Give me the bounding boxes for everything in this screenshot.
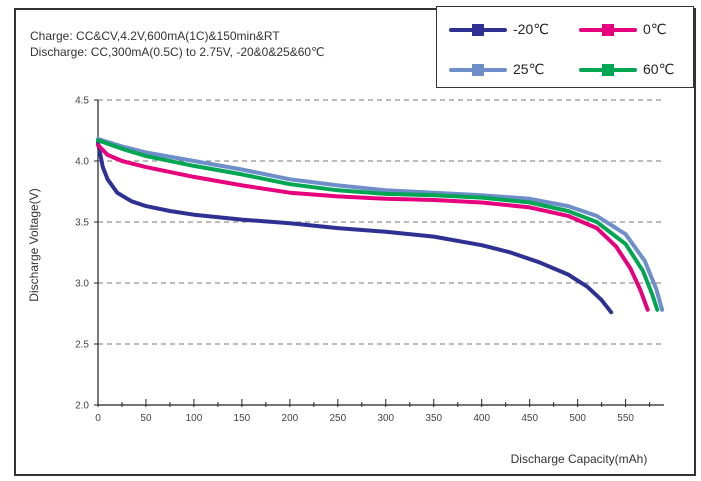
grid-layer (98, 99, 664, 345)
legend-label-25: 25℃ (513, 61, 545, 77)
y-tick-label-2: 3.0 (75, 279, 89, 290)
x-tick-label-0: 0 (95, 413, 101, 424)
x-tick-label-10: 500 (569, 413, 586, 424)
series-line-2 (96, 137, 665, 312)
x-tick-label-9: 450 (521, 413, 538, 424)
legend-swatch-minus20 (449, 23, 507, 36)
x-tick-label-2: 100 (186, 413, 203, 424)
series-line-0 (96, 140, 614, 315)
legend-label-minus20: -20℃ (513, 21, 549, 37)
series-layer (96, 137, 665, 315)
y-tick-label-5: 4.5 (75, 96, 89, 107)
x-axis-title: Discharge Capacity(mAh) (511, 452, 648, 466)
y-tick-label-3: 3.5 (75, 218, 89, 229)
x-tick-label-5: 250 (329, 413, 346, 424)
x-tick-label-4: 200 (282, 413, 299, 424)
series-line-1 (96, 143, 650, 312)
axis-layer: 2.0 2.5 3.0 3.5 4.0 4.5 0 50 100 150 200 250 300 350 4… (75, 96, 664, 424)
legend-item-60: 60℃ (579, 61, 674, 78)
legend-swatch-0 (579, 23, 637, 36)
x-tick-label-11: 550 (617, 413, 634, 424)
legend-item-minus20: -20℃ (449, 21, 549, 38)
legend-swatch-25 (449, 63, 507, 76)
series-line-3 (96, 138, 660, 312)
legend-item-0: 0℃ (579, 21, 667, 38)
y-tick-label-4: 4.0 (75, 157, 89, 168)
x-tick-label-1: 50 (140, 413, 152, 424)
x-tick-label-3: 150 (234, 413, 251, 424)
legend-label-0: 0℃ (643, 21, 667, 37)
discharge-note: Discharge: CC,300mA(0.5C) to 2.75V, -20&… (30, 45, 325, 59)
y-tick-label-0: 2.0 (75, 401, 89, 412)
legend-item-25: 25℃ (449, 61, 544, 78)
y-tick-label-1: 2.5 (75, 340, 89, 351)
x-tick-label-7: 350 (425, 413, 442, 424)
charge-note: Charge: CC&CV,4.2V,600mA(1C)&150min&RT (30, 29, 280, 43)
legend-label-60: 60℃ (643, 61, 675, 77)
x-tick-label-8: 400 (473, 413, 490, 424)
x-tick-label-6: 300 (377, 413, 394, 424)
legend: -20℃ 0℃ 25℃ 60℃ (436, 6, 694, 88)
y-axis-title: Discharge Voltage(V) (27, 188, 41, 301)
legend-swatch-60 (579, 63, 637, 76)
